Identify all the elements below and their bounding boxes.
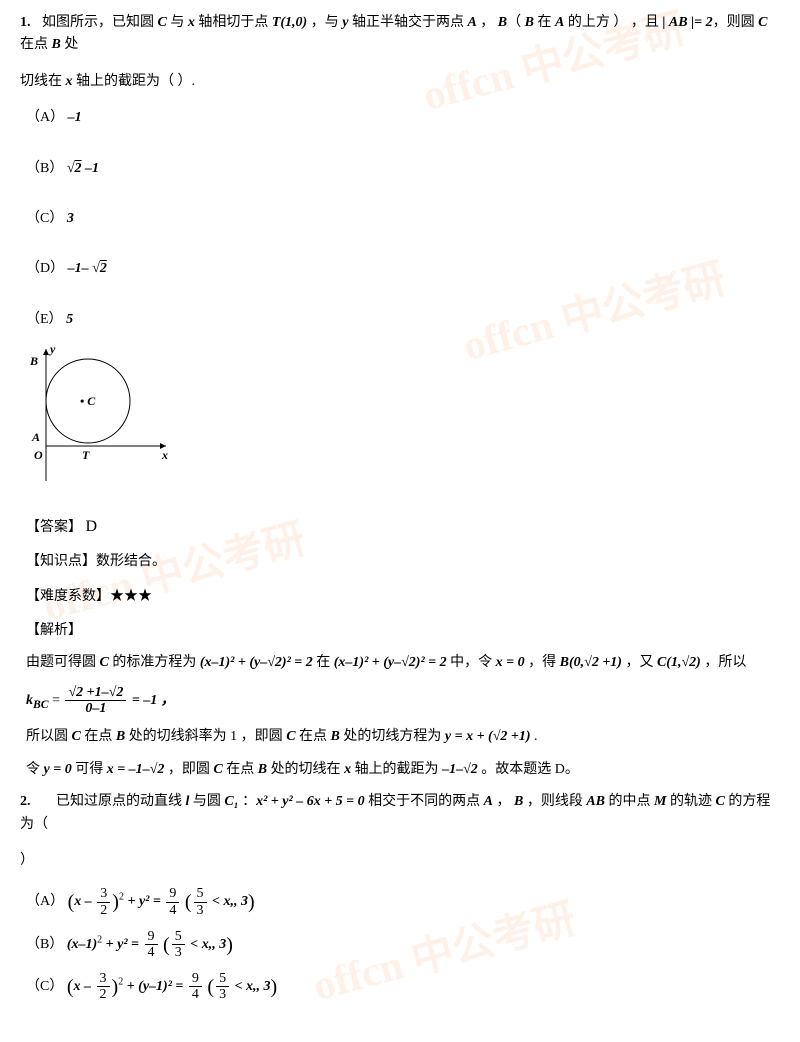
- q1-text: 如图所示，已知圆 C 与 x 轴相切于点 T(1,0) ，与 y 轴正半轴交于两…: [20, 15, 768, 52]
- svg-text:x: x: [161, 448, 168, 462]
- q2-option-a: （A） (x – 32)2 + y² = 94 (53 < x,, 3): [26, 886, 780, 918]
- svg-text:O: O: [34, 448, 43, 462]
- q1-number: 1.: [20, 15, 31, 30]
- q2-close-paren: ）: [20, 850, 780, 872]
- q2-option-b: （B） (x–1)2 + y² = 94 (53 < x,, 3): [26, 929, 780, 961]
- q2-option-c: （C） (x – 32)2 + (y–1)² = 94 (53 < x,, 3): [26, 971, 780, 1003]
- q1-option-b: （B） √2 –1: [26, 158, 780, 180]
- answer-section: 【答案】 D: [26, 514, 780, 540]
- svg-text:y: y: [48, 342, 56, 356]
- svg-text:• C: • C: [80, 394, 96, 408]
- answer-value: D: [86, 518, 98, 535]
- svg-text:A: A: [31, 430, 40, 444]
- q1-option-a: （A） –1: [26, 107, 780, 129]
- knowledge-section: 【知识点】数形结合。: [26, 551, 780, 573]
- svg-text:B: B: [29, 354, 38, 368]
- solution-p3: 令 y = 0 可得 x = –1–√2 ，即圆 C 在点 B 处的切线在 x …: [26, 759, 780, 781]
- svg-text:T: T: [82, 448, 90, 462]
- q2-number: 2.: [20, 794, 31, 809]
- q1-option-e: （E） 5: [26, 309, 780, 331]
- q1-option-d: （D） –1– √2: [26, 258, 780, 280]
- question-2-stem: 2. 已知过原点的动直线 l 与圆 C₁ ：x² + y² – 6x + 5 =…: [20, 791, 780, 836]
- difficulty-section: 【难度系数】★★★: [26, 586, 780, 608]
- question-1-stem: 1. 如图所示，已知圆 C 与 x 轴相切于点 T(1,0) ，与 y 轴正半轴…: [20, 12, 780, 57]
- q1-figure: y x B A O T • C: [26, 341, 780, 499]
- circle-diagram: y x B A O T • C: [26, 341, 176, 491]
- solution-p1: 由题可得圆 C 的标准方程为 (x–1)² + (y–√2)² = 2 在 (x…: [26, 652, 780, 674]
- analysis-label: 【解析】: [26, 620, 780, 642]
- q1-line2: 切线在 x 轴上的截距为（ ）.: [20, 71, 780, 93]
- q1-option-c: （C） 3: [26, 208, 780, 230]
- solution-p2: 所以圆 C 在点 B 处的切线斜率为 1 ，即圆 C 在点 B 处的切线方程为 …: [26, 726, 780, 748]
- solution-kbc: kBC = √2 +1–√2 0–1 = –1 ，: [26, 685, 780, 717]
